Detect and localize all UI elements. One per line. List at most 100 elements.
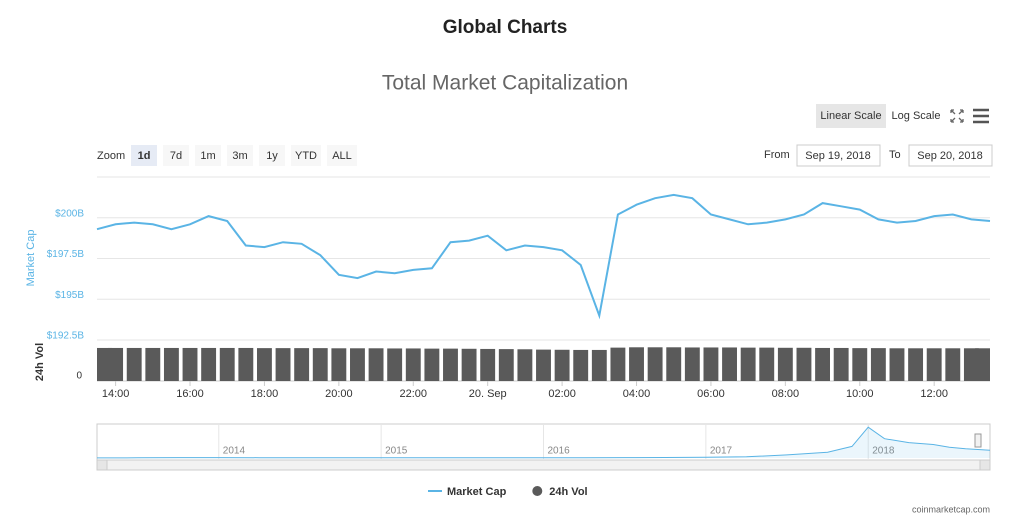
zoom-button-bg[interactable] bbox=[131, 145, 157, 166]
scale-button[interactable]: Linear Scale bbox=[820, 110, 881, 122]
volume-bar bbox=[145, 347, 161, 381]
x-tick-label: 16:00 bbox=[176, 388, 204, 400]
volume-bar bbox=[852, 348, 868, 381]
volume-bar bbox=[573, 349, 589, 381]
from-input[interactable] bbox=[796, 144, 881, 167]
x-tick-label: 18:00 bbox=[251, 388, 279, 400]
volume-bar bbox=[498, 349, 514, 381]
x-tick-label: 12:00 bbox=[920, 388, 948, 400]
fullscreen-icon[interactable] bbox=[950, 109, 964, 123]
volume-bar bbox=[975, 348, 990, 381]
navigator-handle[interactable] bbox=[974, 433, 982, 448]
zoom-button-bg[interactable] bbox=[163, 145, 189, 166]
volume-bar bbox=[610, 347, 626, 381]
volume-bar bbox=[536, 349, 551, 381]
zoom-button[interactable]: ALL bbox=[332, 150, 352, 162]
zoom-button[interactable]: 7d bbox=[170, 150, 182, 162]
zoom-button-bg[interactable] bbox=[259, 145, 285, 166]
volume-bar bbox=[666, 347, 682, 381]
to-input[interactable] bbox=[908, 144, 993, 167]
zoom-button[interactable]: 3m bbox=[232, 150, 247, 162]
page-title: Global Charts bbox=[443, 17, 568, 38]
navigator-tick-label: 2016 bbox=[548, 446, 571, 457]
menu-icon[interactable] bbox=[973, 108, 989, 124]
volume-bar bbox=[126, 347, 142, 381]
x-tick-label: 14:00 bbox=[102, 388, 130, 400]
x-tick-label: 08:00 bbox=[772, 388, 800, 400]
x-tick-label: 20. Sep bbox=[469, 388, 507, 400]
volume-bar bbox=[256, 348, 272, 381]
volume-bar bbox=[796, 347, 812, 381]
volume-bar bbox=[703, 347, 719, 381]
to-date: Sep 20, 2018 bbox=[917, 150, 982, 162]
volume-bar bbox=[350, 348, 365, 381]
navigator-tick-label: 2017 bbox=[710, 446, 733, 457]
y-tick-label: $200B bbox=[55, 208, 84, 219]
scale-button[interactable]: Log Scale bbox=[892, 110, 941, 122]
volume-bar bbox=[461, 348, 477, 381]
volume-bar bbox=[759, 347, 775, 381]
y2-tick-label: 0 bbox=[76, 371, 82, 382]
credit: coinmarketcap.com bbox=[912, 504, 990, 514]
zoom-button[interactable]: 1y bbox=[266, 150, 278, 162]
legend-label[interactable]: Market Cap bbox=[447, 486, 507, 498]
volume-bar bbox=[722, 347, 737, 381]
legend-symbol bbox=[532, 486, 543, 496]
volume-bar bbox=[740, 347, 756, 381]
market-cap-line bbox=[96, 193, 991, 320]
x-tick-label: 06:00 bbox=[697, 388, 725, 400]
volume-bar bbox=[684, 347, 700, 381]
volume-bar bbox=[368, 348, 384, 381]
zoom-button-bg[interactable] bbox=[195, 145, 221, 166]
x-tick-label: 20:00 bbox=[325, 388, 353, 400]
volume-bar bbox=[163, 347, 179, 381]
volume-bar bbox=[108, 347, 124, 381]
scrollbar[interactable] bbox=[96, 459, 991, 471]
volume-bar bbox=[647, 347, 663, 381]
volume-bar bbox=[294, 348, 310, 381]
volume-bar bbox=[331, 348, 347, 381]
volume-bar bbox=[554, 349, 570, 381]
y2-axis-title: 24h Vol bbox=[34, 343, 46, 381]
zoom-buttons: 1d 7d 1m 3m 1y YTD ALL bbox=[131, 145, 357, 166]
zoom-button[interactable]: YTD bbox=[295, 150, 317, 162]
x-tick-label: 10:00 bbox=[846, 388, 874, 400]
navigator-tick-label: 2018 bbox=[872, 446, 895, 457]
navigator-line bbox=[96, 426, 991, 459]
volume-bar bbox=[908, 348, 924, 381]
scale-button-bg bbox=[816, 104, 886, 128]
from-label: From bbox=[764, 149, 790, 161]
volume-bar bbox=[443, 348, 458, 381]
x-tick-label: 04:00 bbox=[623, 388, 651, 400]
y-tick-label: $197.5B bbox=[47, 249, 85, 260]
zoom-button-bg[interactable] bbox=[291, 145, 321, 166]
legend-label[interactable]: 24h Vol bbox=[549, 486, 587, 498]
volume-bar bbox=[815, 347, 831, 381]
scroll-left[interactable] bbox=[96, 459, 108, 471]
zoom-button-bg[interactable] bbox=[327, 145, 357, 166]
volume-bar bbox=[201, 347, 217, 381]
volume-bar bbox=[238, 347, 254, 381]
volume-bar bbox=[777, 347, 793, 381]
zoom-button[interactable]: 1m bbox=[200, 150, 215, 162]
y-tick-label: $195B bbox=[55, 290, 84, 301]
volume-bar bbox=[833, 347, 849, 381]
volume-bar bbox=[480, 348, 496, 381]
zoom-button[interactable]: 1d bbox=[138, 150, 151, 162]
navigator-area bbox=[97, 427, 990, 458]
legend: Market Cap 24h Vol bbox=[428, 486, 588, 498]
y-tick-label: $192.5B bbox=[47, 331, 85, 342]
scroll-right[interactable] bbox=[979, 459, 991, 471]
chart-title: Total Market Capitalization bbox=[382, 72, 628, 95]
zoom-button-bg[interactable] bbox=[227, 145, 253, 166]
zoom-label: Zoom bbox=[97, 150, 125, 162]
volume-bar bbox=[889, 348, 905, 381]
volume-bar bbox=[275, 348, 291, 381]
x-tick-label: 22:00 bbox=[400, 388, 428, 400]
volume-bar bbox=[219, 347, 235, 381]
volume-bar bbox=[517, 349, 533, 381]
volume-bar bbox=[424, 348, 440, 381]
volume-bar bbox=[591, 349, 607, 381]
y-axis-title: Market Cap bbox=[25, 230, 37, 287]
